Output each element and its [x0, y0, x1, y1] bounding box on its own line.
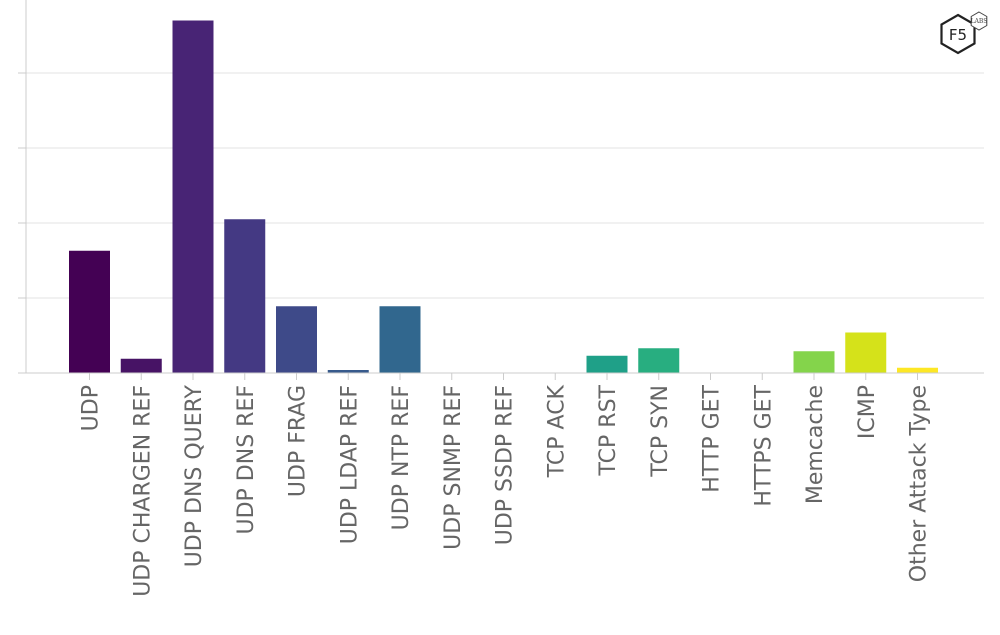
bar [897, 367, 938, 373]
x-tick-label: TCP ACK [544, 384, 569, 478]
bar [120, 358, 162, 373]
x-tick-label: UDP SNMP REF [441, 385, 466, 550]
logo-brand-text: F5 [949, 26, 967, 44]
axes [18, 0, 984, 374]
x-tick-label: Other Attack Type [907, 385, 932, 582]
x-tick-label: HTTP GET [700, 384, 725, 492]
bar [327, 370, 369, 373]
logo-sub-text: LABS [971, 18, 988, 25]
x-tick-label: TCP RST [596, 384, 621, 476]
x-tick-label: Memcache [803, 385, 828, 504]
gridlines [18, 72, 984, 299]
x-tick-label: TCP SYN [648, 385, 673, 478]
f5-labs-logo: F5 LABS [940, 11, 988, 55]
x-tick-label: UDP DNS REF [234, 385, 259, 535]
x-tick-label: UDP CHARGEN REF [130, 385, 155, 597]
x-tick-label: UDP DNS QUERY [182, 384, 207, 567]
bars [69, 20, 938, 373]
x-tick-label: HTTPS GET [751, 384, 776, 506]
bar [586, 355, 628, 373]
bar [69, 250, 110, 373]
x-tick-label: UDP [79, 385, 104, 431]
x-tick-label: UDP LDAP REF [337, 385, 362, 544]
x-tick-label: UDP FRAG [286, 385, 311, 497]
x-tick-label: UDP SSDP REF [493, 385, 518, 545]
x-tick-label: UDP NTP REF [389, 385, 414, 530]
bar [276, 306, 317, 373]
bar [172, 20, 214, 373]
bar [793, 351, 835, 373]
labs-hexagon-icon [970, 11, 988, 31]
x-tick-labels: UDP UDP CHARGEN REF UDP DNS QUERY UDP DNS R… [79, 373, 932, 597]
bar [638, 348, 680, 373]
bar [224, 219, 266, 373]
bar [845, 332, 887, 373]
x-tick-label: ICMP [855, 385, 880, 439]
bar [379, 306, 421, 373]
